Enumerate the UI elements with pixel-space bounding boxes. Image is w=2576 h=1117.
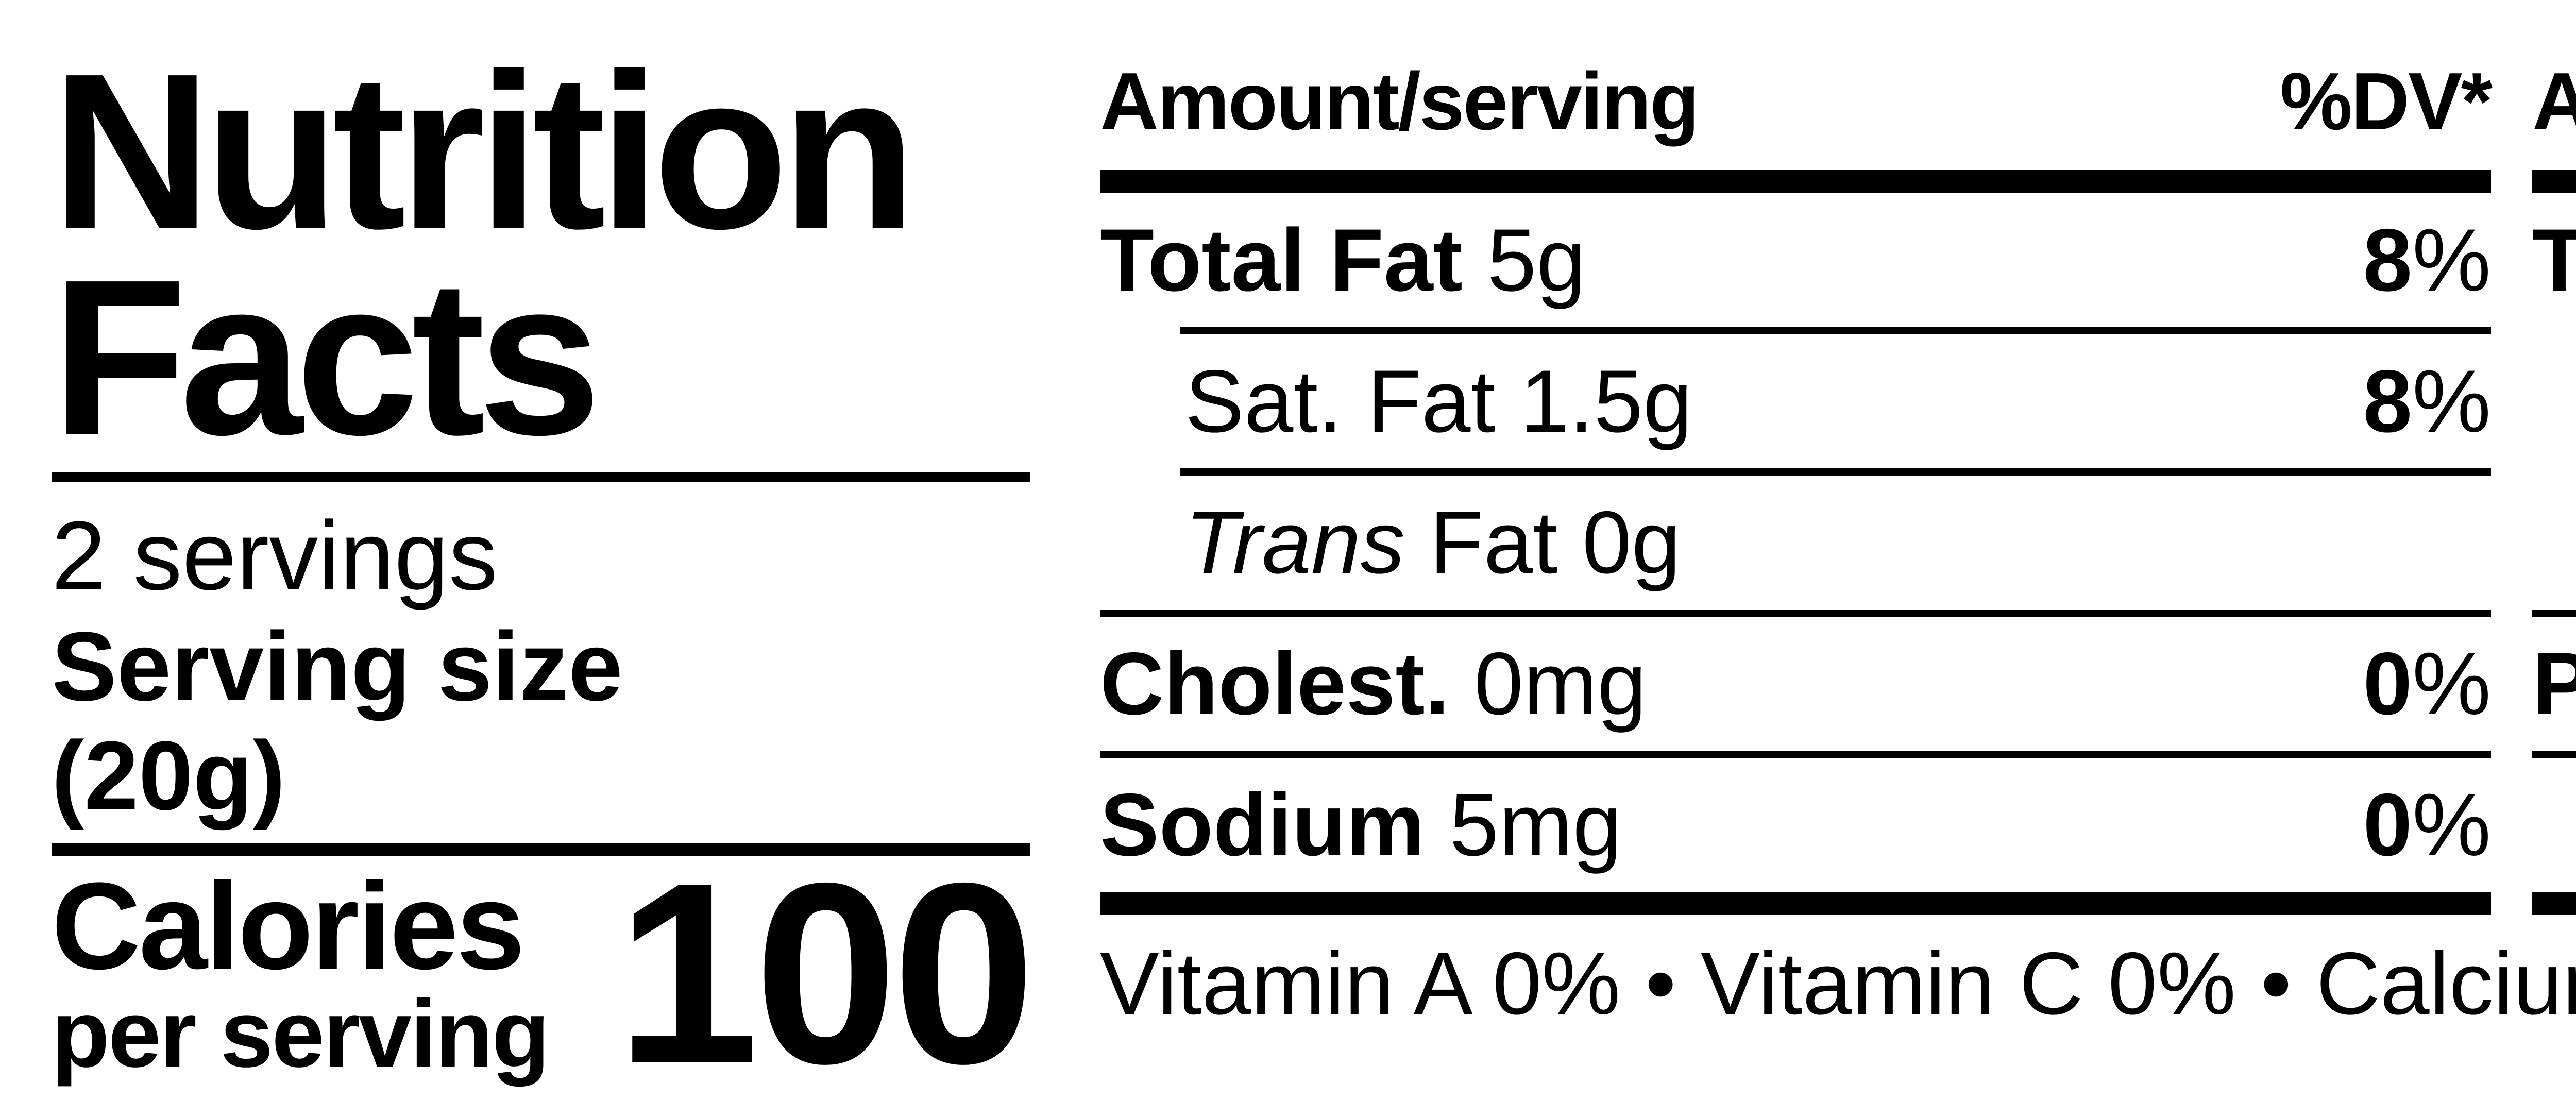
nutrient-label: Sat. Fat 1.5g [1185, 352, 1692, 451]
dv-value: 8% [2363, 352, 2491, 451]
header-amount-per-serving: Amount/serving [1100, 56, 1700, 147]
column-header: Amount/serving %DV* [1100, 0, 2493, 170]
nutrient-label: Total Carb. 10g [2532, 211, 2576, 310]
hairline-rule [1180, 327, 2491, 334]
hairline-rule [2532, 751, 2576, 758]
nutrient-label: Cholest. 0mg [1100, 634, 1647, 733]
hairline-rule [1180, 468, 2491, 476]
nutrition-facts-left-panel: Nutrition Facts 2 servings Serving size (… [52, 0, 1036, 1117]
table-row-total-carb: Total Carb. 10g 3% [2532, 193, 2576, 327]
calories-value: 100 [616, 828, 1036, 1117]
nutrient-label: Sugars 6g [2532, 498, 2576, 587]
calories-label: Calories [52, 857, 525, 995]
table-row-sodium: Sodium 5mg 0% [1100, 758, 2491, 892]
column-header: Amount/serving %DV* [2532, 0, 2576, 170]
label-title: Nutrition Facts [52, 41, 1030, 468]
nutrient-label: Trans Fat 0g [1185, 493, 1681, 592]
servings-per-container: 2 servings [52, 501, 498, 611]
label-title-line1: Nutrition [52, 28, 917, 275]
serving-size-value: (20g) [52, 721, 285, 831]
thick-bar-top [2532, 170, 2576, 193]
dv-value: 0% [2363, 634, 2491, 733]
calories-row: Calories per serving 100 [52, 828, 1036, 1117]
table-row-total-fat: Total Fat 5g 8% [1100, 193, 2491, 327]
table-row-sugars: Sugars 6g [2532, 476, 2576, 610]
table-row-fiber: Fiber 1g 4% [2532, 334, 2576, 468]
divider-rule [52, 843, 1030, 857]
thick-bar-bottom [1100, 892, 2491, 915]
serving-size-label: Serving size [52, 612, 623, 722]
header-amount-per-serving: Amount/serving [2532, 56, 2576, 147]
nutrient-column-carb-protein: Amount/serving %DV* Total Carb. 10g 3% F… [2532, 0, 2576, 915]
hairline-rule [1100, 751, 2491, 758]
divider-rule [52, 472, 1030, 482]
nutrient-label: Fiber 1g [2532, 357, 2576, 446]
calories-labels: Calories per serving [52, 857, 550, 1088]
hairline-rule [1100, 610, 2491, 617]
nutrient-label: Sodium 5mg [1100, 775, 1622, 874]
thick-bar-top [1100, 170, 2491, 193]
nutrient-label: Protein 2g [2532, 634, 2576, 733]
hairline-rule [2532, 610, 2576, 617]
dv-value: 0% [2363, 775, 2491, 874]
table-row-trans-fat: Trans Fat 0g [1100, 476, 2491, 610]
table-row-empty [2532, 758, 2576, 892]
table-row-cholesterol: Cholest. 0mg 0% [1100, 617, 2491, 751]
calories-sublabel: per serving [52, 981, 550, 1088]
vitamins-footnote: Vitamin A 0% • Vitamin C 0% • Calcium 2%… [1100, 934, 2576, 1033]
table-row-protein: Protein 2g 4% [2532, 617, 2576, 751]
thick-bar-bottom [2532, 892, 2576, 915]
nutrient-label: Total Fat 5g [1100, 211, 1586, 310]
table-row-sat-fat: Sat. Fat 1.5g 8% [1100, 334, 2491, 468]
nutrient-column-fat-sodium: Amount/serving %DV* Total Fat 5g 8% Sat.… [1100, 0, 2493, 915]
dv-value: 8% [2363, 211, 2491, 310]
header-percent-dv: %DV* [2280, 56, 2493, 147]
label-title-line2: Facts [52, 233, 601, 481]
